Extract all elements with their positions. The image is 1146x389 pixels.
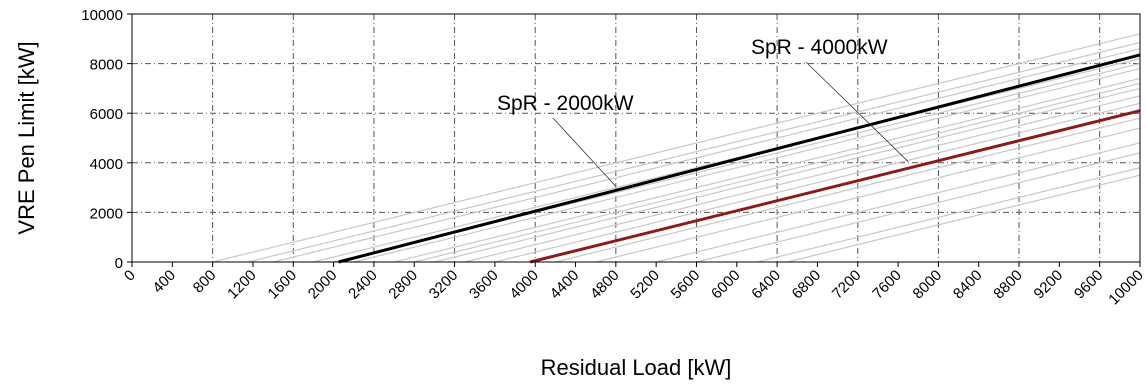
annotation-leader-line xyxy=(552,117,617,187)
annotation-leader-line xyxy=(805,61,909,162)
x-tick-label: 3200 xyxy=(426,267,462,303)
x-tick-label: 2800 xyxy=(385,267,421,303)
x-tick-label: 10000 xyxy=(1105,267,1146,309)
series-line-2 xyxy=(247,41,1141,263)
x-tick-label: 7600 xyxy=(869,267,905,303)
series-line-1 xyxy=(212,33,1141,263)
y-tick-label: 2000 xyxy=(90,205,123,222)
x-tick-label: 7200 xyxy=(829,267,865,303)
series-line-3 xyxy=(272,48,1141,263)
y-tick-label: 4000 xyxy=(90,156,123,173)
series-group xyxy=(212,33,1141,264)
series-line-15 xyxy=(595,127,1141,263)
x-tick-label: 6000 xyxy=(708,267,744,303)
series-line-12 xyxy=(494,102,1141,263)
x-tick-label: 800 xyxy=(190,267,220,297)
x-tick-label: 9200 xyxy=(1031,267,1067,303)
x-tick-label: 6400 xyxy=(748,267,784,303)
series-line-9 xyxy=(414,82,1141,263)
series-line-6 xyxy=(353,67,1141,263)
y-tick-label: 8000 xyxy=(90,57,123,74)
x-tick-label: 5200 xyxy=(627,267,663,303)
series-line-11 xyxy=(464,95,1141,263)
x-tick-label: 8000 xyxy=(910,267,946,303)
annotations: SpR - 2000kW SpR - 4000kW xyxy=(497,36,909,187)
y-tick-label: 0 xyxy=(115,255,123,272)
x-tick-label: 4800 xyxy=(587,267,623,303)
series-line-16 xyxy=(656,142,1141,263)
series-line-7 xyxy=(338,53,1141,264)
x-tick-label: 2000 xyxy=(305,267,341,303)
plot-frame xyxy=(131,13,1141,263)
x-axis-label: Residual Load [kW] xyxy=(541,355,732,380)
annotation-label: SpR - 2000kW xyxy=(497,92,634,115)
annotation-label: SpR - 4000kW xyxy=(751,36,888,59)
x-tick-label: 8400 xyxy=(950,267,986,303)
x-tick-label: 5600 xyxy=(668,267,704,303)
y-axis-label: VRE Pen Limit [kW] xyxy=(14,41,39,234)
series-line-17 xyxy=(696,152,1141,263)
x-tick-label: 400 xyxy=(149,267,179,297)
series-line-19 xyxy=(787,174,1141,263)
series-line-18 xyxy=(756,167,1141,263)
series-line-13 xyxy=(529,109,1141,264)
ticks: 0 400 800 1200 1600 2000 2400 2800 3200 3600 4000 4… xyxy=(81,7,1146,308)
x-tick-label: 1200 xyxy=(224,267,260,303)
x-tick-label: 0 xyxy=(121,267,139,285)
x-tick-label: 8800 xyxy=(990,267,1026,303)
x-tick-label: 9600 xyxy=(1071,267,1107,303)
series-line-10 xyxy=(434,87,1141,263)
series-line-8 xyxy=(393,77,1141,263)
x-tick-label: 4000 xyxy=(506,267,542,303)
x-tick-label: 3600 xyxy=(466,267,502,303)
grid xyxy=(132,14,1140,262)
y-tick-label: 10000 xyxy=(81,7,123,24)
series-line-14 xyxy=(555,117,1141,263)
x-tick-label: 4400 xyxy=(547,267,583,303)
x-tick-label: 2400 xyxy=(345,267,381,303)
x-tick-label: 6800 xyxy=(789,267,825,303)
y-tick-label: 6000 xyxy=(90,106,123,123)
x-tick-label: 1600 xyxy=(264,267,300,303)
